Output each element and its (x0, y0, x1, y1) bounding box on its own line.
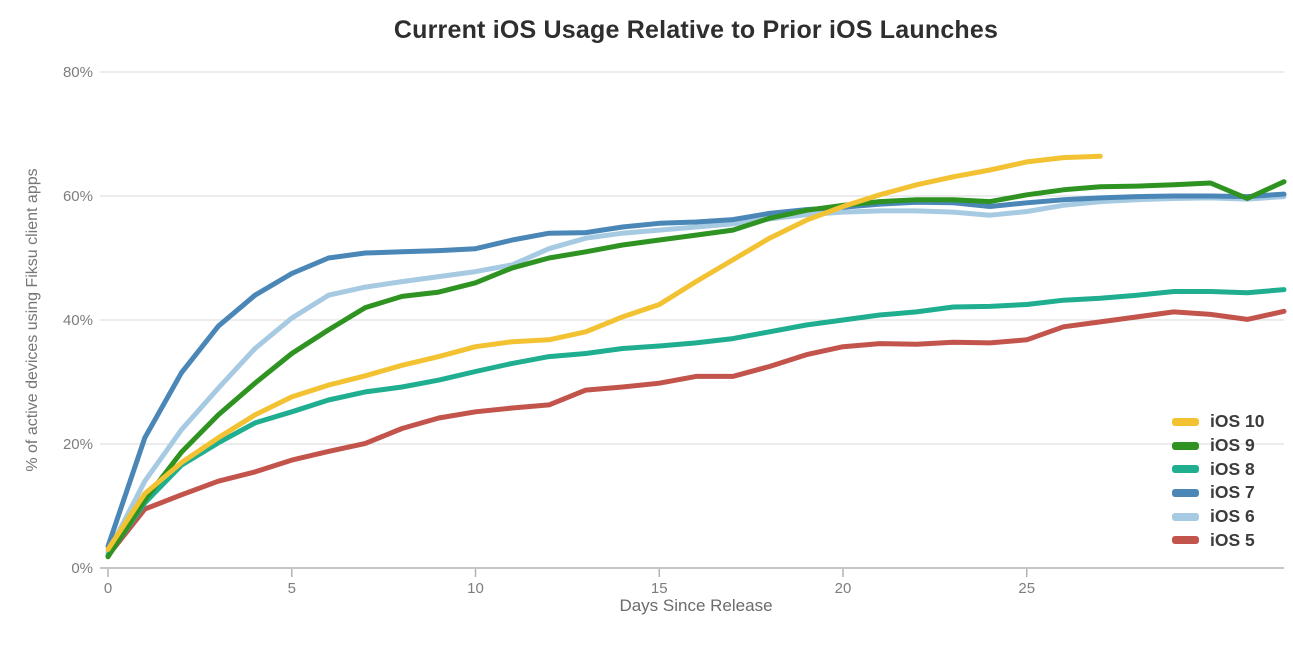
legend-label: iOS 7 (1210, 482, 1255, 503)
legend: iOS 10 iOS 9 iOS 8 iOS 7 iOS 6 iOS 5 (1172, 410, 1264, 552)
y-tick-label-40: 40% (63, 312, 93, 329)
chart-title: Current iOS Usage Relative to Prior iOS … (393, 16, 999, 44)
y-tick-label-20: 20% (63, 436, 93, 453)
series-line-ios-5 (105, 308, 1287, 559)
x-tick-label-0: 0 (104, 580, 112, 597)
legend-label: iOS 8 (1210, 458, 1255, 479)
legend-label: iOS 10 (1210, 411, 1265, 432)
x-tick-label-5: 5 (288, 580, 296, 597)
legend-swatch-icon (1172, 488, 1199, 497)
x-tick-label-10: 10 (467, 580, 484, 597)
legend-item-ios-9: iOS 9 (1172, 434, 1264, 458)
x-tick-label-25: 25 (1018, 580, 1035, 597)
series-line-ios-9 (105, 179, 1287, 560)
series-line-ios-7 (105, 191, 1287, 549)
y-tick-label-60: 60% (63, 188, 93, 205)
legend-label: iOS 9 (1210, 435, 1255, 456)
legend-item-ios-10: iOS 10 (1172, 410, 1264, 434)
y-tick-label-0: 0% (71, 560, 93, 577)
legend-swatch-icon (1172, 417, 1199, 426)
legend-swatch-icon (1172, 512, 1199, 521)
x-tick-label-15: 15 (651, 580, 668, 597)
y-tick-label-80: 80% (63, 64, 93, 81)
legend-swatch-icon (1172, 465, 1199, 474)
legend-label: iOS 6 (1210, 506, 1255, 527)
series-line-ios-8 (105, 287, 1287, 559)
legend-item-ios-7: iOS 7 (1172, 481, 1264, 505)
legend-swatch-icon (1172, 441, 1199, 450)
legend-item-ios-5: iOS 5 (1172, 528, 1264, 552)
x-tick-label-20: 20 (835, 580, 852, 597)
legend-item-ios-6: iOS 6 (1172, 505, 1264, 529)
legend-item-ios-8: iOS 8 (1172, 457, 1264, 481)
series-line-ios-6 (105, 194, 1287, 555)
series-line-ios-10 (105, 153, 1103, 552)
legend-label: iOS 5 (1210, 529, 1255, 550)
legend-swatch-icon (1172, 536, 1199, 545)
x-axis-title: Days Since Release (619, 596, 773, 615)
